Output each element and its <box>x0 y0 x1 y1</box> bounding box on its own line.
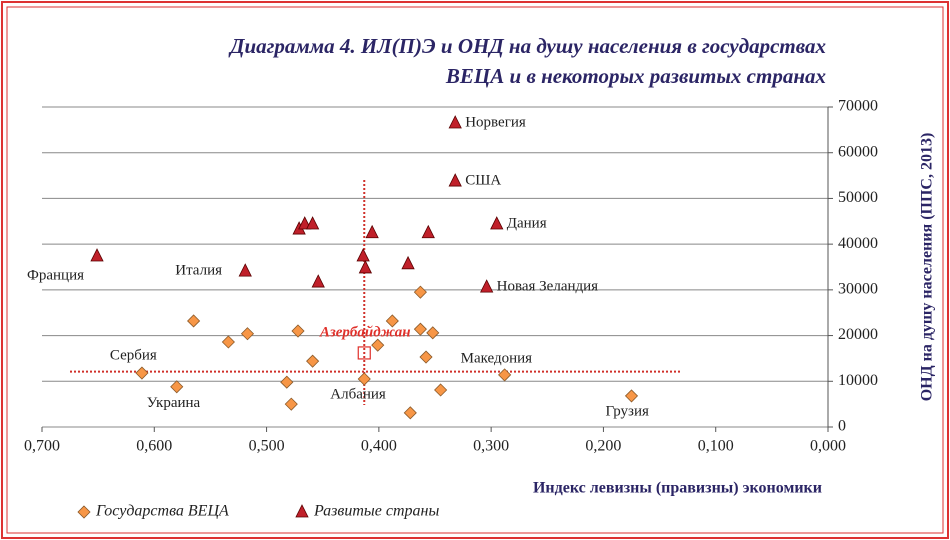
legend-marker <box>295 504 309 518</box>
point-label: Новая Зеландия <box>497 279 599 295</box>
legend-marker <box>77 505 91 519</box>
point <box>356 248 370 262</box>
point <box>135 366 149 380</box>
point <box>413 322 427 336</box>
point <box>403 406 417 420</box>
point <box>170 380 184 394</box>
point <box>358 260 373 274</box>
point-label: Дания <box>507 215 547 231</box>
annotation-label: Азербайджан <box>319 324 411 340</box>
point <box>426 326 440 340</box>
y-tick-label: 50000 <box>838 189 878 206</box>
y-tick-label: 60000 <box>838 143 878 160</box>
y-tick-label: 70000 <box>838 98 878 115</box>
point-label: Албания <box>330 386 386 402</box>
point <box>240 327 255 341</box>
x-tick-label: 0,500 <box>249 438 285 455</box>
point-label: Грузия <box>606 403 649 419</box>
point <box>498 368 512 382</box>
point-label: Сербия <box>110 347 157 363</box>
point-label: Украина <box>147 395 201 411</box>
point <box>305 216 320 230</box>
point <box>385 314 399 328</box>
frame-inner <box>6 6 944 534</box>
x-tick-label: 0,600 <box>136 438 172 455</box>
legend-label: Государства ВЕЦА <box>95 503 229 520</box>
point <box>421 224 435 239</box>
y-tick-label: 40000 <box>838 235 878 252</box>
point <box>413 285 427 299</box>
point <box>284 397 298 411</box>
x-tick-label: 0,700 <box>24 438 60 455</box>
point <box>238 263 252 277</box>
x-tick-label: 0,000 <box>810 438 846 455</box>
point <box>371 338 385 352</box>
point-label: Норвегия <box>465 114 526 130</box>
chart-subtitle: ВЕЦА и в некоторых развитых странах <box>445 64 826 88</box>
y-tick-label: 10000 <box>838 372 878 389</box>
x-tick-label: 0,100 <box>698 438 734 455</box>
annotation-marker <box>357 346 371 360</box>
y-axis-label: ОНД на душу населения (ППС, 2013) <box>919 133 936 402</box>
point <box>448 115 462 129</box>
point <box>448 173 462 187</box>
point <box>311 274 325 288</box>
legend-label: Развитые страны <box>313 503 439 520</box>
point <box>434 383 448 397</box>
point <box>401 255 415 270</box>
x-axis-label: Индекс левизны (правизны) экономики <box>533 480 822 497</box>
point-label: Македония <box>461 350 533 366</box>
point <box>280 375 294 389</box>
y-tick-label: 30000 <box>838 281 878 298</box>
chart-title: Диаграмма 4. ИЛ(П)Э и ОНД на душу населе… <box>228 34 826 58</box>
point-label: США <box>465 172 501 188</box>
x-tick-label: 0,300 <box>473 438 509 455</box>
point-label: Италия <box>175 263 222 279</box>
point <box>490 216 504 230</box>
x-tick-label: 0,200 <box>585 438 621 455</box>
point <box>187 314 201 328</box>
point <box>357 372 371 386</box>
x-tick-label: 0,400 <box>361 438 397 455</box>
point <box>291 324 305 338</box>
point <box>365 224 379 239</box>
point <box>419 350 433 364</box>
point <box>306 354 320 368</box>
point-label: Франция <box>27 267 84 283</box>
point <box>624 389 639 403</box>
point <box>90 248 104 262</box>
y-tick-label: 20000 <box>838 326 878 343</box>
point <box>480 279 494 293</box>
point <box>221 335 235 349</box>
y-tick-label: 0 <box>838 418 846 435</box>
